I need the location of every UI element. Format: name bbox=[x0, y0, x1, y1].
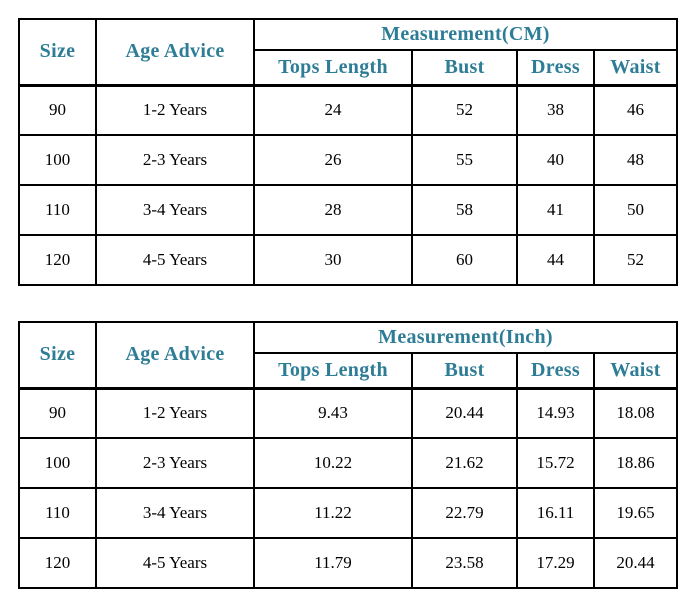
table-cell: 38 bbox=[516, 84, 595, 136]
table-cell: 60 bbox=[411, 234, 518, 286]
header-row-top: Size Age Advice Measurement(CM) bbox=[18, 18, 679, 87]
table-cell: 11.22 bbox=[253, 487, 413, 539]
table-cell: 110 bbox=[18, 184, 97, 236]
table-row: 100 2-3 Years 26 55 40 48 bbox=[18, 134, 679, 186]
table-header: Size Age Advice Measurement(Inch) Tops L… bbox=[18, 321, 679, 390]
table-cell: 52 bbox=[592, 234, 679, 286]
col-header-bust: Bust bbox=[411, 352, 518, 390]
table-row: 110 3-4 Years 28 58 41 50 bbox=[18, 184, 679, 236]
col-header-measurement-cm: Measurement(CM) bbox=[252, 18, 679, 51]
table-cell: 52 bbox=[411, 84, 518, 136]
table-cell: 30 bbox=[253, 234, 413, 286]
table-cell: 90 bbox=[18, 84, 97, 136]
table-row: 120 4-5 Years 11.79 23.58 17.29 20.44 bbox=[18, 537, 679, 589]
table-cell: 22.79 bbox=[411, 487, 518, 539]
col-header-tops-length: Tops Length bbox=[253, 352, 413, 390]
table-cell: 2-3 Years bbox=[95, 437, 255, 489]
header-row-sub: Tops Length Bust Dress Waist bbox=[19, 352, 679, 390]
table-cell: 2-3 Years bbox=[95, 134, 255, 186]
table-cell: 9.43 bbox=[253, 387, 413, 439]
table-cell: 19.65 bbox=[592, 487, 679, 539]
col-header-waist: Waist bbox=[592, 49, 679, 87]
table-cell: 1-2 Years bbox=[95, 387, 255, 439]
table-cell: 55 bbox=[411, 134, 518, 186]
table-row: 90 1-2 Years 24 52 38 46 bbox=[18, 84, 679, 136]
table-cell: 100 bbox=[18, 437, 97, 489]
table-body-cm: 90 1-2 Years 24 52 38 46 100 2-3 Years 26 55 40 48 1… bbox=[18, 84, 679, 286]
col-header-dress: Dress bbox=[516, 49, 595, 87]
table-cell: 20.44 bbox=[411, 387, 518, 439]
table-cell: 20.44 bbox=[592, 537, 679, 589]
col-header-age-advice: Age Advice bbox=[95, 18, 255, 87]
col-header-measurement-inch: Measurement(Inch) bbox=[252, 321, 679, 354]
table-cell: 48 bbox=[592, 134, 679, 186]
table-cell: 3-4 Years bbox=[95, 184, 255, 236]
col-header-bust: Bust bbox=[411, 49, 518, 87]
size-chart-table-cm: Size Age Advice Measurement(CM) Tops Len… bbox=[18, 18, 679, 286]
col-header-tops-length: Tops Length bbox=[253, 49, 413, 87]
table-cell: 28 bbox=[253, 184, 413, 236]
table-row: 110 3-4 Years 11.22 22.79 16.11 19.65 bbox=[18, 487, 679, 539]
table-cell: 100 bbox=[18, 134, 97, 186]
table-cell: 40 bbox=[516, 134, 595, 186]
table-cell: 24 bbox=[253, 84, 413, 136]
table-row: 90 1-2 Years 9.43 20.44 14.93 18.08 bbox=[18, 387, 679, 439]
table-cell: 4-5 Years bbox=[95, 537, 255, 589]
table-cell: 46 bbox=[592, 84, 679, 136]
table-cell: 17.29 bbox=[516, 537, 595, 589]
table-cell: 11.79 bbox=[253, 537, 413, 589]
header-row-sub: Tops Length Bust Dress Waist bbox=[19, 49, 679, 87]
table-cell: 21.62 bbox=[411, 437, 518, 489]
table-row: 100 2-3 Years 10.22 21.62 15.72 18.86 bbox=[18, 437, 679, 489]
table-cell: 110 bbox=[18, 487, 97, 539]
table-cell: 120 bbox=[18, 234, 97, 286]
table-cell: 120 bbox=[18, 537, 97, 589]
table-cell: 26 bbox=[253, 134, 413, 186]
table-cell: 14.93 bbox=[516, 387, 595, 439]
table-cell: 3-4 Years bbox=[95, 487, 255, 539]
table-body-inch: 90 1-2 Years 9.43 20.44 14.93 18.08 100 2-3 Yea… bbox=[18, 387, 679, 589]
table-cell: 18.08 bbox=[592, 387, 679, 439]
table-cell: 18.86 bbox=[592, 437, 679, 489]
col-header-age-advice: Age Advice bbox=[95, 321, 255, 390]
size-chart-table-inch: Size Age Advice Measurement(Inch) Tops L… bbox=[18, 321, 679, 589]
col-header-size: Size bbox=[18, 18, 97, 87]
table-header: Size Age Advice Measurement(CM) Tops Len… bbox=[18, 18, 679, 87]
col-header-waist: Waist bbox=[592, 352, 679, 390]
table-cell: 90 bbox=[18, 387, 97, 439]
table-cell: 50 bbox=[592, 184, 679, 236]
table-cell: 16.11 bbox=[516, 487, 595, 539]
col-header-size: Size bbox=[18, 321, 97, 390]
table-cell: 4-5 Years bbox=[95, 234, 255, 286]
table-row: 120 4-5 Years 30 60 44 52 bbox=[18, 234, 679, 286]
table-cell: 15.72 bbox=[516, 437, 595, 489]
table-cell: 10.22 bbox=[253, 437, 413, 489]
table-cell: 58 bbox=[411, 184, 518, 236]
table-cell: 41 bbox=[516, 184, 595, 236]
table-cell: 44 bbox=[516, 234, 595, 286]
table-cell: 23.58 bbox=[411, 537, 518, 589]
table-cell: 1-2 Years bbox=[95, 84, 255, 136]
header-row-top: Size Age Advice Measurement(Inch) bbox=[18, 321, 679, 390]
col-header-dress: Dress bbox=[516, 352, 595, 390]
